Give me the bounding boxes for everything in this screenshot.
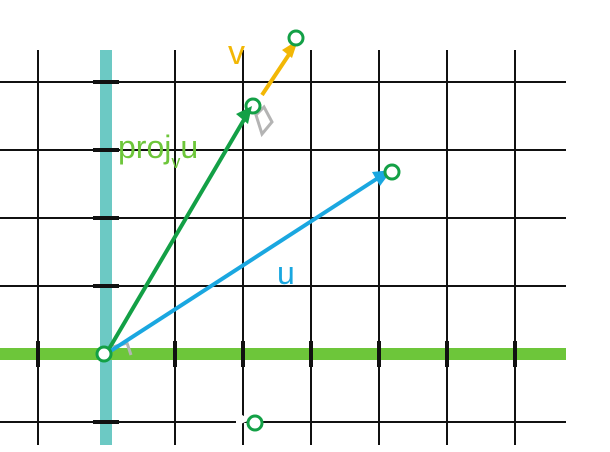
label-u: u xyxy=(277,255,295,291)
y-axis xyxy=(100,50,112,445)
label-projection-subscript: v xyxy=(171,152,181,172)
vector-u-shaft xyxy=(104,176,380,356)
hidden-arrow-head xyxy=(236,411,250,426)
label-projection: projvu xyxy=(118,129,199,171)
grid-lines xyxy=(0,50,566,445)
u-tip-point xyxy=(383,163,401,181)
projection-tip-point xyxy=(244,97,262,115)
x-axis xyxy=(0,348,566,360)
label-projection-main: proj xyxy=(118,129,172,165)
lower-point xyxy=(246,414,264,432)
hidden-arrow-shaft xyxy=(204,408,241,420)
right-angle-marker xyxy=(254,104,274,138)
axis-ticks xyxy=(36,80,517,424)
label-projection-vector: u xyxy=(180,129,199,165)
origin-point xyxy=(95,345,113,363)
v-tip-point xyxy=(287,29,305,47)
vector-v-shaft xyxy=(260,48,294,97)
projection-shaft xyxy=(104,116,247,356)
label-v: v xyxy=(228,34,245,72)
